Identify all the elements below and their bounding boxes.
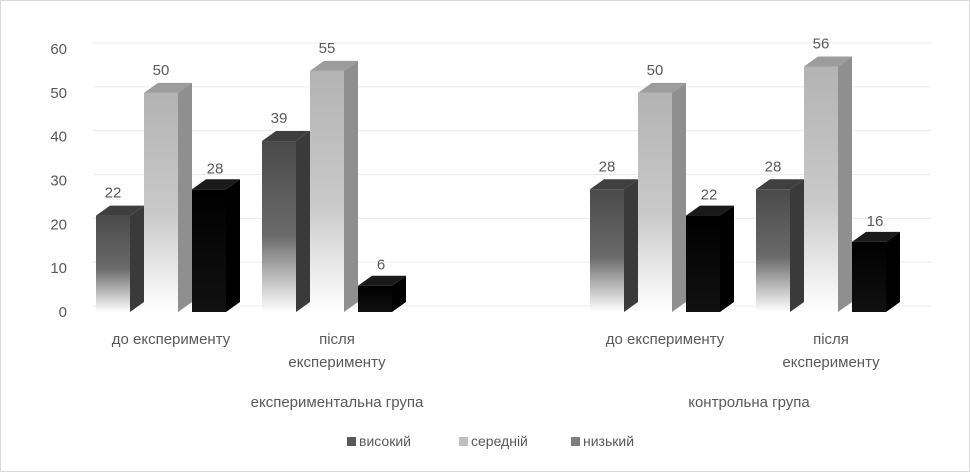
bar-side xyxy=(178,82,192,312)
x-category-label: до експерименту xyxy=(112,331,231,348)
x-group-label: експериментальна група xyxy=(251,394,424,411)
bar-front xyxy=(144,92,178,312)
bar xyxy=(686,205,734,312)
bar-top xyxy=(358,275,406,286)
data-label: 22 xyxy=(701,187,718,204)
bar-front xyxy=(96,215,130,312)
y-tick-label: 20 xyxy=(50,216,67,233)
bar-side xyxy=(672,82,686,312)
y-tick-label: 0 xyxy=(59,304,67,321)
data-label: 50 xyxy=(647,62,664,79)
bar-top xyxy=(192,179,240,190)
x-category-label: до експерименту xyxy=(606,331,725,348)
bar-side xyxy=(720,205,734,312)
bar xyxy=(310,60,358,313)
x-category-label: після xyxy=(319,331,355,348)
legend-swatch xyxy=(459,437,468,446)
data-label: 50 xyxy=(153,62,170,79)
data-label: 6 xyxy=(377,257,385,274)
legend-swatch xyxy=(571,437,580,446)
legend-swatch xyxy=(347,437,356,446)
legend-label: низький xyxy=(583,433,634,449)
bar-front xyxy=(590,189,624,312)
x-category-label: експерименту xyxy=(782,354,880,371)
data-label: 56 xyxy=(813,36,830,53)
bar xyxy=(756,179,804,312)
data-label: 28 xyxy=(207,160,224,177)
bar xyxy=(852,231,900,312)
bar-front xyxy=(310,70,344,313)
bar-front xyxy=(756,189,790,312)
bar xyxy=(192,179,240,312)
bar xyxy=(804,56,852,313)
bar-side xyxy=(226,179,240,312)
y-tick-label: 30 xyxy=(50,173,67,190)
x-category-label: експерименту xyxy=(288,354,386,371)
y-tick-label: 40 xyxy=(50,129,67,146)
bar-side xyxy=(624,179,638,312)
bar-front xyxy=(638,92,672,312)
bar-side xyxy=(838,56,852,313)
bar-side xyxy=(296,131,310,312)
bar-front xyxy=(192,189,226,312)
bar-top xyxy=(804,56,852,67)
y-tick-label: 60 xyxy=(50,41,67,58)
bar-top xyxy=(262,131,310,142)
bar-top xyxy=(144,82,192,93)
bar-side xyxy=(886,231,900,312)
bar-top xyxy=(756,179,804,190)
bar-top xyxy=(590,179,638,190)
data-label: 39 xyxy=(271,110,288,127)
bar-top xyxy=(638,82,686,93)
bar-top xyxy=(96,205,144,216)
bar xyxy=(590,179,638,312)
bar-front xyxy=(686,215,720,312)
bar-top xyxy=(310,60,358,71)
bar-side xyxy=(392,275,406,312)
bar-top xyxy=(686,205,734,216)
data-label: 55 xyxy=(319,40,336,57)
x-group-label: контрольна група xyxy=(688,394,810,411)
bar-top xyxy=(852,231,900,242)
data-label: 22 xyxy=(105,185,122,202)
bar-front xyxy=(262,141,296,312)
y-tick-label: 50 xyxy=(50,85,67,102)
data-label: 16 xyxy=(867,213,884,230)
bar-side xyxy=(130,205,144,312)
bar xyxy=(96,205,144,312)
bar-side xyxy=(344,60,358,312)
bar-side xyxy=(790,179,804,312)
bar xyxy=(262,131,310,312)
legend-label: середній xyxy=(471,433,528,449)
bar xyxy=(358,275,406,312)
bar-front xyxy=(852,241,886,312)
x-category-label: після xyxy=(813,331,849,348)
data-label: 28 xyxy=(599,158,616,175)
bar-front xyxy=(358,285,392,312)
data-label: 28 xyxy=(765,158,782,175)
bar-front xyxy=(804,66,838,313)
legend-label: високий xyxy=(359,433,411,449)
bar xyxy=(638,82,686,312)
bar xyxy=(144,82,192,312)
y-tick-label: 10 xyxy=(50,260,67,277)
